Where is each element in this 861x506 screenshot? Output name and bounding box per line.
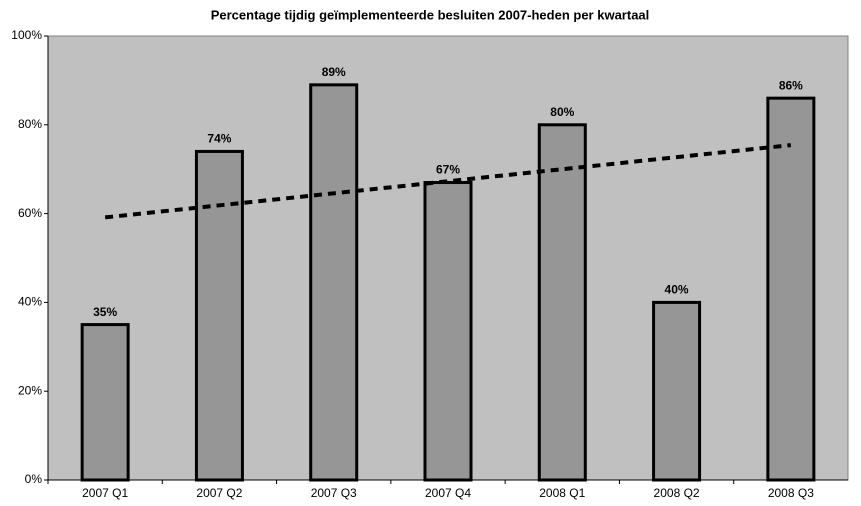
y-tick-label: 40% <box>18 295 42 309</box>
bar <box>309 83 359 482</box>
x-tick-label: 2007 Q3 <box>311 486 357 500</box>
y-tick-label: 100% <box>11 28 42 42</box>
value-label: 40% <box>665 283 689 297</box>
value-label: 89% <box>322 65 346 79</box>
x-tick-label: 2008 Q2 <box>654 486 700 500</box>
bar <box>766 96 816 482</box>
value-label: 35% <box>93 305 117 319</box>
value-label: 80% <box>550 105 574 119</box>
bar <box>537 123 587 482</box>
y-tick-label: 80% <box>18 117 42 131</box>
x-tick-label: 2008 Q3 <box>768 486 814 500</box>
y-tick-label: 0% <box>25 472 43 486</box>
x-tick-label: 2007 Q1 <box>82 486 128 500</box>
x-tick-label: 2007 Q4 <box>425 486 471 500</box>
value-label: 86% <box>779 78 803 92</box>
x-tick-label: 2008 Q1 <box>539 486 585 500</box>
value-label: 67% <box>436 163 460 177</box>
y-tick-label: 60% <box>18 206 42 220</box>
bar <box>194 149 244 482</box>
bar <box>652 300 702 482</box>
x-tick-label: 2007 Q2 <box>196 486 242 500</box>
bar <box>423 181 473 482</box>
trendline <box>104 143 792 220</box>
chart-title: Percentage tijdig geïmplementeerde beslu… <box>211 7 650 22</box>
bar <box>80 323 130 482</box>
value-label: 74% <box>207 132 231 146</box>
y-tick-label: 20% <box>18 383 42 397</box>
